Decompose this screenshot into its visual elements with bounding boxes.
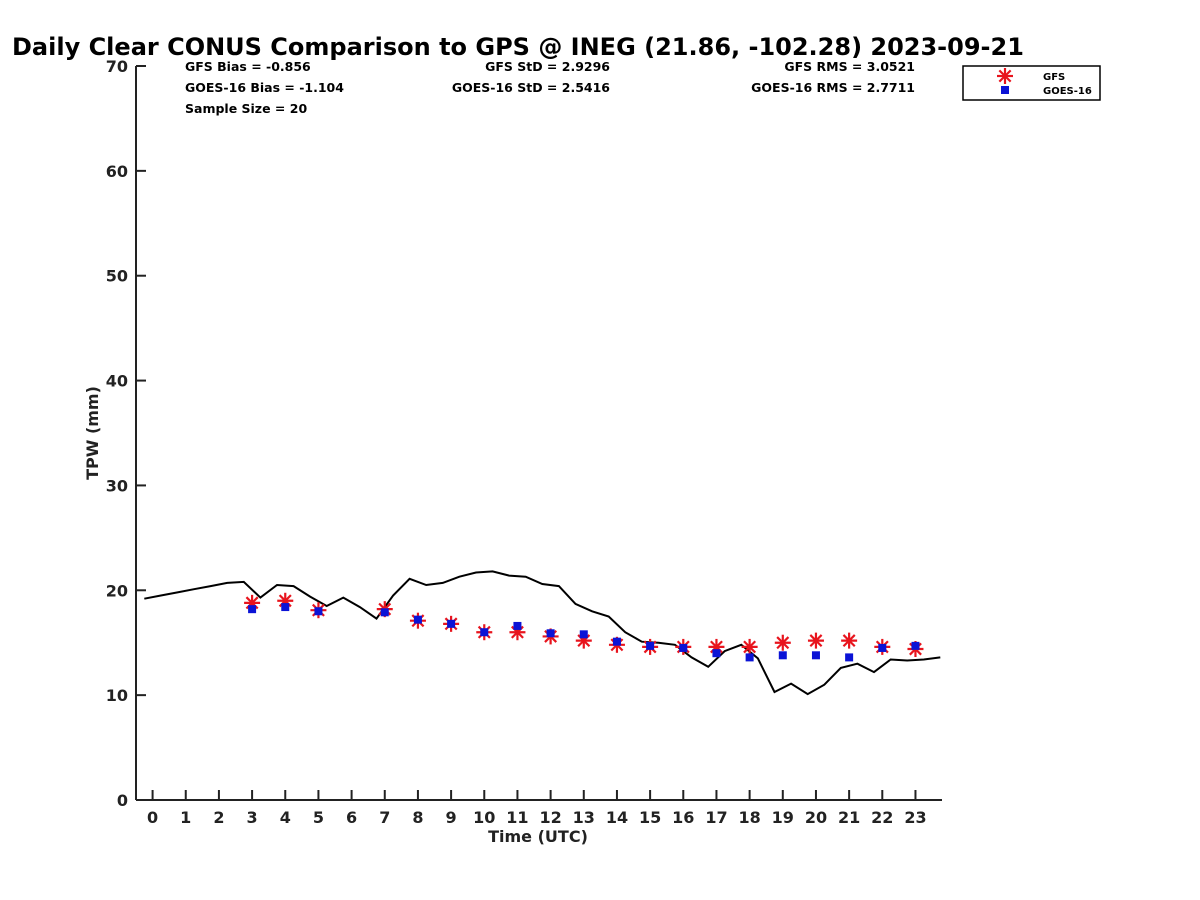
- legend-box: [962, 65, 1101, 101]
- y-tick-label: 10: [106, 686, 128, 705]
- x-tick-label: 8: [412, 808, 423, 827]
- legend-gfs-asterisk: [997, 68, 1013, 84]
- gfs-point: [741, 638, 758, 655]
- goes16-point: [413, 615, 422, 624]
- x-tick-label: 17: [705, 808, 727, 827]
- goes16-point: [679, 643, 688, 652]
- goes16-point: [513, 621, 522, 630]
- legend-goes-marker: [1001, 86, 1009, 94]
- gfs-point: [774, 634, 791, 651]
- goes16-point: [281, 603, 290, 612]
- legend-gfs-marker: [997, 68, 1013, 84]
- data-layer: [144, 570, 941, 696]
- x-tick-label: 22: [871, 808, 893, 827]
- x-tick-label: 19: [772, 808, 794, 827]
- goes16-point: [447, 619, 456, 628]
- y-tick-label: 20: [106, 581, 128, 600]
- y-tick-label: 40: [106, 372, 128, 391]
- x-tick-label: 23: [904, 808, 926, 827]
- legend: GFS GOES-16: [962, 65, 1101, 101]
- x-tick-label: 10: [473, 808, 495, 827]
- x-tick-label: 1: [180, 808, 191, 827]
- goes-bias-text: GOES-16 Bias = -1.104: [185, 80, 344, 95]
- x-tick-label: 3: [247, 808, 258, 827]
- y-axis-label: TPW (mm): [83, 386, 102, 480]
- goes16-point: [712, 649, 721, 658]
- x-tick-label: 4: [280, 808, 291, 827]
- x-tick-label: 20: [805, 808, 827, 827]
- gfs-bias-text: GFS Bias = -0.856: [185, 59, 311, 74]
- x-tick-label: 16: [672, 808, 694, 827]
- y-tick-label: 30: [106, 476, 128, 495]
- x-tick-label: 21: [838, 808, 860, 827]
- goes16-point: [314, 607, 323, 616]
- gfs-std-text: GFS StD = 2.9296: [485, 59, 610, 74]
- x-tick-label: 5: [313, 808, 324, 827]
- x-tick-label: 7: [379, 808, 390, 827]
- x-tick-label: 2: [213, 808, 224, 827]
- legend-goes-label: GOES-16: [1043, 86, 1092, 97]
- chart-title: Daily Clear CONUS Comparison to GPS @ IN…: [12, 33, 1024, 61]
- goes16-point: [745, 653, 754, 662]
- goes16-point: [480, 628, 489, 637]
- goes16-point: [546, 629, 555, 638]
- x-tick-label: 6: [346, 808, 357, 827]
- x-tick-label: 11: [506, 808, 528, 827]
- goes16-point: [778, 651, 787, 660]
- goes16-point: [248, 605, 257, 614]
- goes-std-text: GOES-16 StD = 2.5416: [452, 80, 610, 95]
- goes16-point: [811, 651, 820, 660]
- goes-rms-text: GOES-16 RMS = 2.7711: [751, 80, 915, 95]
- x-tick-label: 9: [446, 808, 457, 827]
- x-axis-label: Time (UTC): [488, 827, 588, 846]
- gfs-point: [807, 632, 824, 649]
- legend-goes-square: [1001, 86, 1009, 94]
- y-tick-label: 0: [117, 791, 128, 810]
- goes16-point: [845, 653, 854, 662]
- x-tick-label: 12: [539, 808, 561, 827]
- goes16-point: [646, 641, 655, 650]
- goes16-point: [579, 630, 588, 639]
- gfs-point: [841, 632, 858, 649]
- gfs-rms-text: GFS RMS = 3.0521: [784, 59, 915, 74]
- plot-axes: [135, 66, 942, 801]
- legend-gfs-label: GFS: [1043, 72, 1065, 83]
- goes16-point: [911, 641, 920, 650]
- y-tick-label: 50: [106, 267, 128, 286]
- goes16-point: [878, 643, 887, 652]
- gps-tpw-line: [144, 570, 941, 696]
- y-tick-label: 60: [106, 162, 128, 181]
- x-tick-label: 18: [738, 808, 760, 827]
- sample-size-text: Sample Size = 20: [185, 101, 307, 116]
- x-tick-label: 13: [573, 808, 595, 827]
- goes16-point: [612, 637, 621, 646]
- y-tick-label: 70: [106, 57, 128, 76]
- axis-ticks: 0 1 2 3 4 5 6 7 8 9 10 11 12 13 14 15 16 17 18 19 20 21 22 2301…: [106, 57, 927, 827]
- x-tick-label: 0: [147, 808, 158, 827]
- goes16-point: [380, 608, 389, 617]
- x-tick-label: 14: [606, 808, 628, 827]
- x-tick-label: 15: [639, 808, 661, 827]
